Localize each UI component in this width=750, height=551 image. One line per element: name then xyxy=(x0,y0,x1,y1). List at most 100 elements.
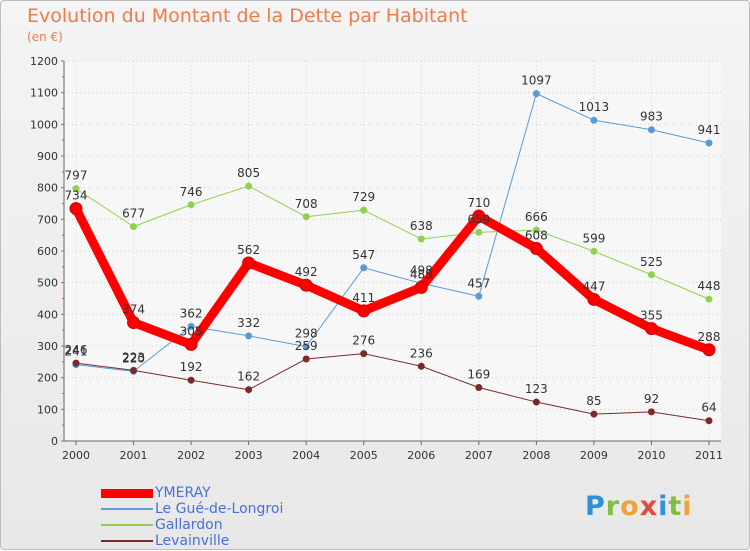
y-tick-label: 100 xyxy=(37,403,58,416)
data-label-gallardon: 805 xyxy=(237,166,260,180)
data-point-gallardon xyxy=(417,235,425,243)
data-label-le-gue-de-longroi: 241 xyxy=(65,345,88,359)
data-point-levainville xyxy=(360,350,368,358)
data-label-gallardon: 525 xyxy=(640,255,663,269)
data-label-gallardon: 729 xyxy=(352,190,375,204)
data-label-le-gue-de-longroi: 498 xyxy=(410,263,433,277)
data-label-le-gue-de-longroi: 298 xyxy=(295,327,318,341)
x-tick-label: 2001 xyxy=(120,449,148,462)
data-point-levainville xyxy=(647,408,655,416)
y-tick-label: 1000 xyxy=(30,118,58,131)
data-point-gallardon xyxy=(590,247,598,255)
y-tick-label: 900 xyxy=(37,150,58,163)
data-label-levainville: 169 xyxy=(467,367,490,381)
data-point-gallardon xyxy=(705,295,713,303)
legend-label: YMERAY xyxy=(155,485,211,501)
data-label-le-gue-de-longroi: 983 xyxy=(640,110,663,124)
data-point-gallardon xyxy=(532,226,540,234)
data-label-levainville: 92 xyxy=(644,392,659,406)
data-label-le-gue-de-longroi: 1013 xyxy=(579,100,610,114)
data-point-ymeray xyxy=(299,278,313,292)
x-tick-label: 2004 xyxy=(292,449,320,462)
data-point-ymeray xyxy=(529,241,543,255)
data-label-le-gue-de-longroi: 332 xyxy=(237,316,260,330)
x-tick-label: 2005 xyxy=(350,449,378,462)
data-label-levainville: 64 xyxy=(701,401,716,415)
x-tick-label: 2003 xyxy=(235,449,263,462)
data-point-levainville xyxy=(302,355,310,363)
data-label-ymeray: 734 xyxy=(65,189,88,203)
data-point-le-gue-de-longroi xyxy=(475,292,483,300)
data-point-ymeray xyxy=(242,256,256,270)
data-point-levainville xyxy=(532,398,540,406)
y-tick-label: 300 xyxy=(37,340,58,353)
data-point-le-gue-de-longroi xyxy=(590,116,598,124)
y-tick-label: 700 xyxy=(37,213,58,226)
legend-swatch xyxy=(101,488,153,498)
data-label-gallardon: 666 xyxy=(525,210,548,224)
data-point-ymeray xyxy=(414,280,428,294)
data-labels: 241 220 362 332 298 547 498 457 1097 1013 983 941 79… xyxy=(65,74,721,415)
x-tick-label: 2002 xyxy=(177,449,205,462)
data-label-gallardon: 677 xyxy=(122,207,145,221)
data-label-levainville: 276 xyxy=(352,334,375,348)
data-point-ymeray xyxy=(357,304,371,318)
data-point-ymeray xyxy=(587,292,601,306)
data-point-le-gue-de-longroi xyxy=(705,139,713,147)
data-label-le-gue-de-longroi: 457 xyxy=(467,276,490,290)
data-point-gallardon xyxy=(647,271,655,279)
data-point-ymeray xyxy=(184,337,198,351)
logo-letter: i xyxy=(682,491,693,522)
data-point-le-gue-de-longroi xyxy=(360,264,368,272)
x-tick-label: 2009 xyxy=(580,449,608,462)
chart-title: Evolution du Montant de la Dette par Hab… xyxy=(27,5,468,27)
data-label-gallardon: 448 xyxy=(698,279,721,293)
x-tick-label: 2000 xyxy=(62,449,90,462)
data-point-levainville xyxy=(705,417,713,425)
data-point-ymeray xyxy=(472,209,486,223)
legend-label: Levainville xyxy=(155,533,230,549)
data-point-gallardon xyxy=(245,182,253,190)
data-point-gallardon xyxy=(130,223,138,231)
series-line-le-gue-de-longroi xyxy=(75,93,710,372)
legend-swatch xyxy=(101,508,153,510)
x-tick-label: 2011 xyxy=(695,449,723,462)
x-tick-label: 2007 xyxy=(465,449,493,462)
x-tick-label: 2008 xyxy=(522,449,550,462)
data-label-gallardon: 708 xyxy=(295,197,318,211)
data-label-le-gue-de-longroi: 547 xyxy=(352,248,375,262)
data-point-ymeray xyxy=(644,322,658,336)
data-label-ymeray: 562 xyxy=(237,243,260,257)
x-tick-label: 2006 xyxy=(407,449,435,462)
data-point-gallardon xyxy=(360,206,368,214)
logo-letter: i xyxy=(658,491,669,522)
data-point-le-gue-de-longroi xyxy=(187,322,195,330)
data-point-levainville xyxy=(130,366,138,374)
data-point-gallardon xyxy=(475,228,483,236)
data-label-ymeray: 355 xyxy=(640,309,663,323)
data-point-levainville xyxy=(187,376,195,384)
series-line-ymeray xyxy=(71,204,714,355)
series-line-gallardon xyxy=(75,185,710,300)
y-tick-label: 0 xyxy=(51,435,58,448)
data-label-ymeray: 492 xyxy=(295,265,318,279)
data-label-ymeray: 710 xyxy=(467,196,490,210)
data-label-levainville: 123 xyxy=(525,382,548,396)
data-point-levainville xyxy=(590,410,598,418)
data-label-levainville: 192 xyxy=(180,360,203,374)
data-label-le-gue-de-longroi: 362 xyxy=(180,306,203,320)
data-label-levainville: 162 xyxy=(237,370,260,384)
legend-label: Le Gué-de-Longroi xyxy=(155,501,284,517)
data-label-levainville: 85 xyxy=(586,394,601,408)
legend-label: Gallardon xyxy=(155,517,223,533)
data-point-ymeray xyxy=(69,202,83,216)
unit-label: (en €) xyxy=(27,30,63,44)
logo-letter: o xyxy=(620,491,640,522)
y-tick-label: 1100 xyxy=(30,87,58,100)
x-tick-label: 2010 xyxy=(637,449,665,462)
data-label-le-gue-de-longroi: 941 xyxy=(698,123,721,137)
y-tick-label: 600 xyxy=(37,245,58,258)
data-label-le-gue-de-longroi: 1097 xyxy=(521,74,552,88)
